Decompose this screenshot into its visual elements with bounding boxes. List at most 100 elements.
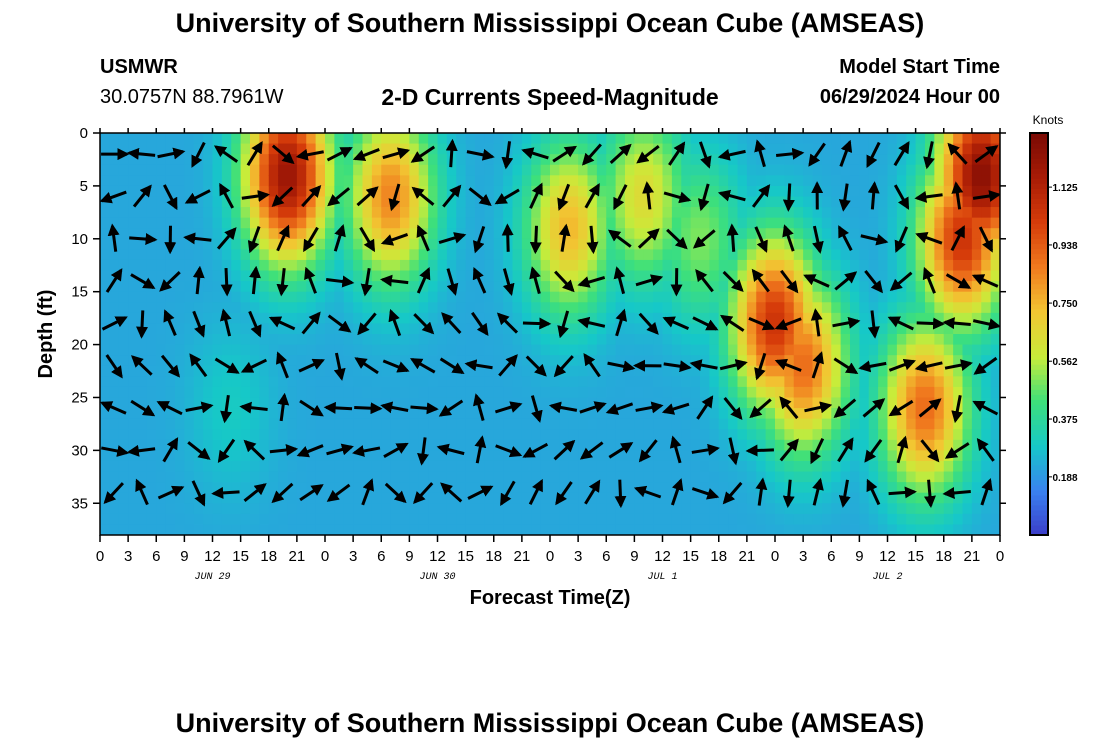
current-vector-arrow: [691, 487, 720, 500]
heatmap-cell: [934, 133, 945, 145]
heatmap-cell: [203, 408, 214, 420]
heatmap-cell: [625, 386, 635, 399]
heatmap-cell: [203, 429, 214, 441]
current-vector-arrow: [662, 316, 690, 331]
heatmap-cell: [381, 386, 392, 399]
heatmap-cell: [240, 312, 251, 325]
heatmap-cell: [906, 238, 917, 250]
heatmap-cell: [643, 386, 654, 399]
heatmap-cell: [287, 355, 298, 367]
heatmap-cell: [231, 133, 242, 145]
heatmap-cell: [409, 513, 420, 526]
heatmap-cell: [878, 228, 889, 240]
heatmap-cell: [887, 355, 898, 367]
heatmap-cell: [184, 429, 195, 441]
heatmap-cell: [250, 460, 260, 473]
heatmap-cell: [700, 133, 710, 145]
heatmap-cell: [165, 471, 176, 483]
heatmap-cell: [615, 355, 626, 367]
heatmap-cell: [896, 312, 907, 325]
heatmap-cell: [540, 291, 551, 303]
heatmap-cell: [137, 376, 148, 388]
heatmap-cell: [306, 397, 317, 409]
heatmap-cell: [718, 439, 729, 451]
heatmap-cell: [531, 323, 542, 335]
heatmap-cell: [878, 355, 889, 367]
heatmap-cell: [381, 185, 392, 198]
colorbar-segment: [1030, 138, 1048, 144]
heatmap-cell: [212, 334, 223, 346]
heatmap-cell: [971, 175, 982, 187]
heatmap-cell: [203, 344, 214, 356]
heatmap-cell: [981, 386, 992, 399]
heatmap-cell: [184, 175, 195, 187]
heatmap-cell: [512, 482, 523, 494]
heatmap-cell: [803, 365, 814, 377]
heatmap-cell: [362, 408, 373, 420]
heatmap-cell: [550, 334, 560, 346]
heatmap-cell: [840, 154, 851, 166]
heatmap-cell: [371, 503, 382, 515]
heatmap-cell: [325, 503, 335, 515]
heatmap-cell: [831, 524, 842, 535]
heatmap-cell: [456, 503, 467, 515]
heatmap-cell: [709, 418, 720, 430]
heatmap-cell: [381, 344, 392, 356]
heatmap-cell: [606, 334, 617, 346]
heatmap-cell: [306, 524, 317, 535]
heatmap-cell: [118, 281, 129, 293]
heatmap-cell: [109, 185, 120, 198]
heatmap-cell: [175, 397, 185, 409]
heatmap-cell: [306, 207, 317, 219]
y-tick-label: 35: [71, 495, 88, 512]
heatmap-cell: [812, 386, 823, 399]
heatmap-cell: [775, 450, 785, 462]
heatmap-cell: [990, 302, 1000, 314]
colorbar-segment: [1030, 524, 1048, 531]
heatmap-cell: [418, 408, 429, 420]
heatmap-cell: [700, 429, 710, 441]
heatmap-cell: [634, 376, 645, 388]
x-tick-label: 3: [124, 548, 132, 565]
heatmap-cell: [268, 143, 279, 155]
heatmap-cell: [193, 386, 204, 399]
heatmap-cell: [981, 397, 992, 409]
heatmap-cell: [840, 376, 851, 388]
heatmap-cell: [137, 492, 148, 504]
heatmap-cell: [315, 302, 326, 314]
heatmap-cell: [409, 323, 420, 335]
heatmap-cell: [700, 355, 710, 367]
heatmap-cell: [503, 344, 514, 356]
heatmap-cell: [615, 207, 626, 219]
heatmap-cell: [887, 482, 898, 494]
heatmap-cell: [728, 164, 739, 176]
heatmap-cell: [493, 281, 504, 293]
heatmap-cell: [390, 270, 401, 282]
heatmap-cell: [840, 344, 851, 356]
heatmap-cell: [381, 513, 392, 526]
heatmap-cell: [231, 312, 242, 325]
heatmap-cell: [925, 259, 935, 272]
current-vector-arrow: [136, 310, 149, 339]
heatmap-cell: [287, 344, 298, 356]
heatmap-cell: [184, 450, 195, 462]
heatmap-cell: [371, 175, 382, 187]
heatmap-cell: [493, 503, 504, 515]
heatmap-cell: [146, 291, 157, 303]
heatmap-cell: [596, 185, 607, 198]
heatmap-cell: [756, 133, 767, 145]
heatmap-cell: [503, 408, 514, 420]
heatmap-cell: [681, 270, 692, 282]
heatmap-cell: [831, 513, 842, 526]
heatmap-cell: [268, 334, 279, 346]
heatmap-cell: [109, 164, 120, 176]
heatmap-cell: [953, 492, 964, 504]
current-vector-arrow: [410, 402, 439, 415]
current-vector-arrow: [416, 224, 430, 252]
heatmap-cell: [484, 365, 495, 377]
heatmap-cell: [831, 249, 842, 261]
current-vector-arrow: [189, 353, 208, 378]
heatmap-cell: [596, 439, 607, 451]
heatmap-cell: [653, 133, 664, 145]
heatmap-cell: [381, 460, 392, 473]
